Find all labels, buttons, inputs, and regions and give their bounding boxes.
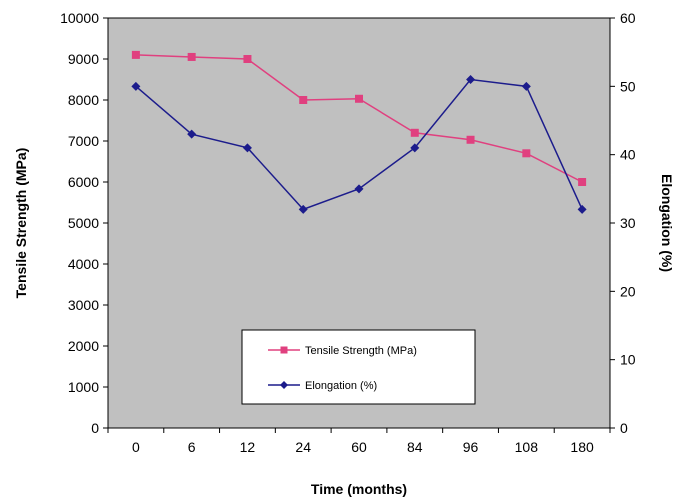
x-tick-label: 84	[407, 439, 423, 455]
legend-label-tensile: Tensile Strength (MPa)	[305, 345, 417, 357]
y-right-tick-label: 40	[620, 147, 636, 163]
y-left-tick-label: 5000	[68, 215, 99, 231]
legend: Tensile Strength (MPa) Elongation (%)	[241, 329, 476, 405]
y-right-tick-label: 30	[620, 215, 636, 231]
data-point	[355, 94, 363, 103]
data-point	[522, 149, 531, 158]
legend-marker-elongation	[280, 381, 288, 389]
y-left-tick-label: 3000	[68, 297, 99, 313]
data-point	[410, 143, 420, 153]
y-left-tick-label: 7000	[68, 133, 99, 149]
data-point	[131, 81, 141, 91]
y-axis-right-title: Elongation (%)	[659, 174, 673, 272]
data-point	[466, 75, 476, 84]
x-tick-label: 108	[515, 439, 539, 455]
data-point	[466, 135, 475, 144]
data-point	[131, 50, 140, 59]
x-tick-label: 24	[295, 439, 311, 455]
y-left-tick-label: 2000	[68, 338, 99, 354]
data-point	[299, 96, 308, 104]
data-point	[410, 128, 419, 137]
legend-label-elongation: Elongation (%)	[305, 380, 377, 392]
x-tick-label: 12	[240, 439, 256, 455]
data-point	[187, 52, 196, 61]
data-point	[354, 184, 364, 194]
y-right-tick-label: 0	[620, 420, 628, 436]
y-left-tick-label: 9000	[68, 51, 99, 67]
y-axis-left-title: Tensile Strength (MPa)	[13, 148, 29, 299]
series-layer	[131, 50, 587, 214]
axes: 0100020003000400050006000700080009000100…	[60, 10, 636, 455]
legend-box	[241, 329, 476, 405]
y-right-tick-label: 60	[620, 10, 636, 26]
y-left-tick-label: 8000	[68, 92, 99, 108]
data-point	[577, 204, 587, 214]
data-point	[243, 55, 252, 63]
data-point	[298, 204, 308, 214]
x-tick-label: 0	[132, 439, 140, 455]
data-point	[578, 178, 587, 186]
y-left-tick-label: 6000	[68, 174, 99, 190]
y-right-tick-label: 20	[620, 283, 636, 299]
y-left-tick-label: 1000	[68, 379, 99, 395]
x-tick-label: 180	[570, 439, 594, 455]
data-point	[242, 143, 252, 153]
data-point	[521, 81, 531, 91]
legend-marker-tensile	[280, 346, 288, 354]
y-left-tick-label: 4000	[68, 256, 99, 272]
x-tick-label: 60	[351, 439, 367, 455]
y-left-tick-label: 10000	[60, 10, 99, 26]
x-axis-title: Time (months)	[311, 481, 407, 497]
y-right-tick-label: 50	[620, 78, 636, 94]
y-left-tick-label: 0	[91, 420, 99, 436]
x-tick-label: 96	[463, 439, 479, 455]
y-right-tick-label: 10	[620, 352, 636, 368]
data-point	[187, 129, 197, 139]
x-tick-label: 6	[188, 439, 196, 455]
